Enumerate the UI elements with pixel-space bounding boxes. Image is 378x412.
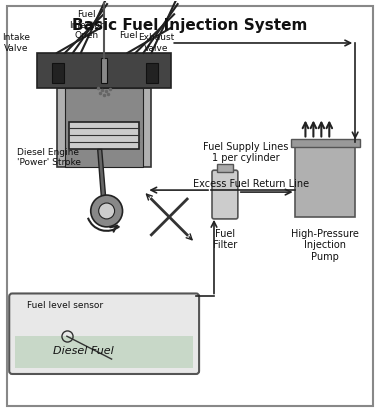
FancyBboxPatch shape [37,53,171,88]
Text: Fuel Supply Lines
1 per cylinder: Fuel Supply Lines 1 per cylinder [203,142,288,163]
Circle shape [91,195,122,227]
Text: Fuel
Injector
Open: Fuel Injector Open [70,10,104,40]
Text: Intake
Valve: Intake Valve [2,33,30,53]
FancyBboxPatch shape [52,63,64,83]
FancyBboxPatch shape [57,88,151,167]
Text: Fuel: Fuel [119,30,138,40]
Text: Excess Fuel Return Line: Excess Fuel Return Line [193,179,309,189]
FancyBboxPatch shape [7,6,373,406]
Text: Fuel level sensor: Fuel level sensor [27,302,103,310]
Text: Basic Fuel Injection System: Basic Fuel Injection System [73,18,308,33]
FancyBboxPatch shape [217,164,233,172]
Circle shape [99,203,115,219]
FancyBboxPatch shape [15,336,193,368]
FancyBboxPatch shape [9,293,199,374]
Text: Diesel Fuel: Diesel Fuel [53,346,114,356]
FancyBboxPatch shape [146,63,158,83]
Text: High-Pressure
Injection
Pump: High-Pressure Injection Pump [291,229,359,262]
FancyBboxPatch shape [291,139,360,147]
Polygon shape [98,149,112,213]
FancyBboxPatch shape [69,122,139,149]
Text: Fuel
Filter: Fuel Filter [213,229,237,250]
Text: Diesel Engine
'Power' Stroke: Diesel Engine 'Power' Stroke [17,147,81,167]
Text: Exhaust
Valve: Exhaust Valve [138,33,175,53]
FancyBboxPatch shape [65,88,143,167]
FancyBboxPatch shape [212,170,238,219]
FancyBboxPatch shape [101,58,107,83]
FancyBboxPatch shape [296,147,355,217]
